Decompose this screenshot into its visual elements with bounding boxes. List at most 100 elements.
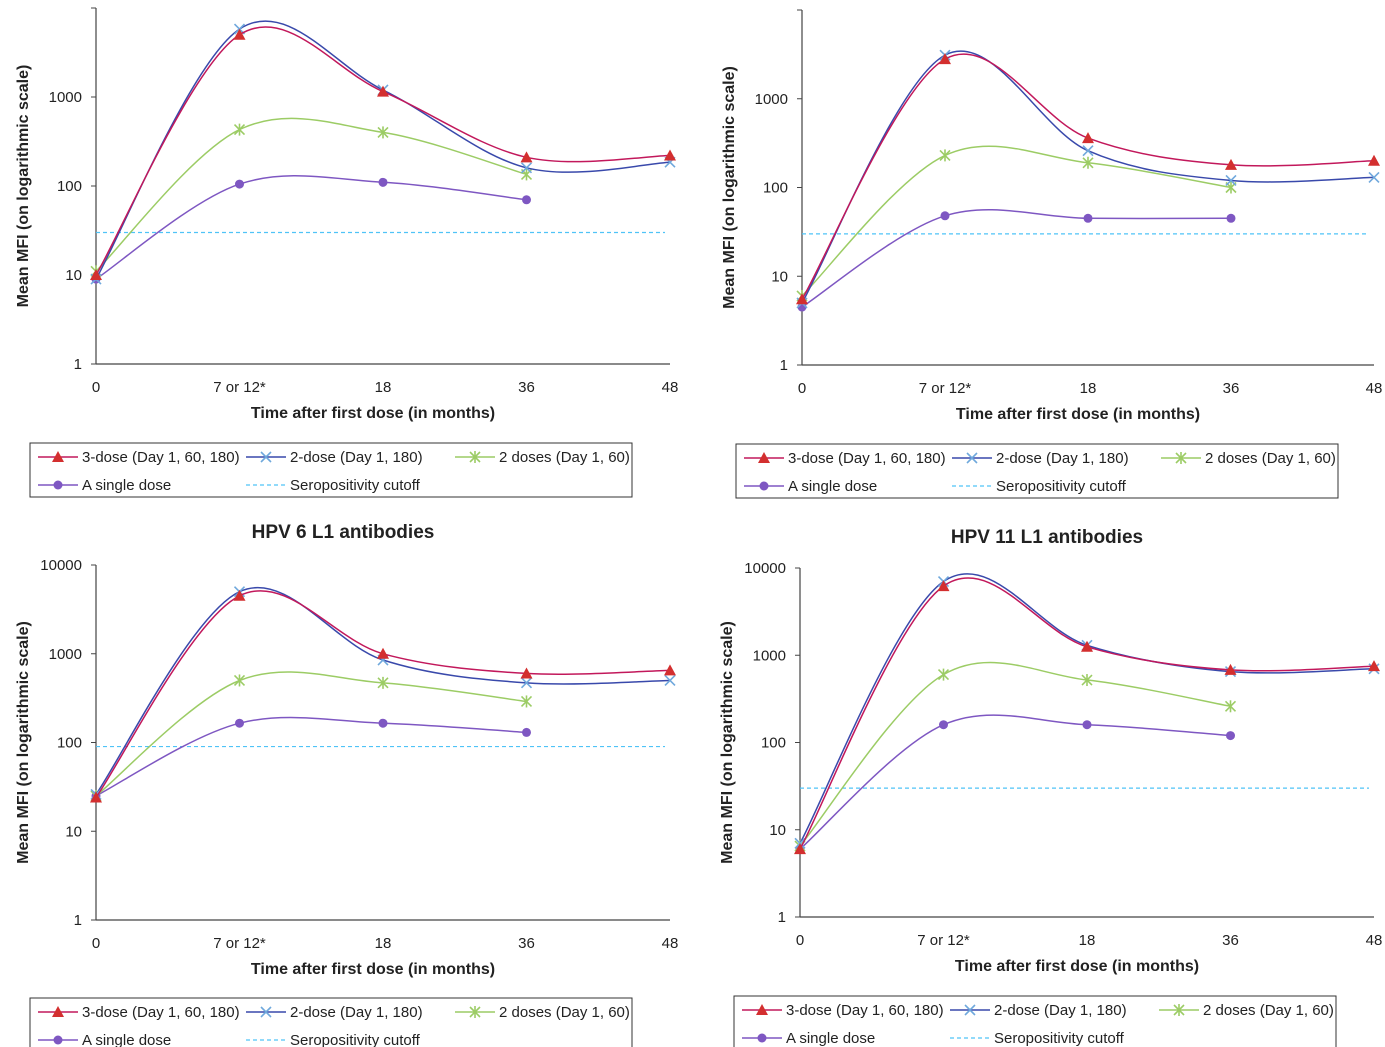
legend-entry-single_dose: A single dose [744,478,877,495]
data-point-single_dose [522,195,531,205]
data-point-three_dose [664,664,676,676]
data-point-two_dose_180 [1082,145,1094,157]
data-point-single_dose [235,718,244,728]
y-axis-title: Mean MFI (on logarithmic scale) [15,65,32,308]
legend-entry-cutoff: Seropositivity cutoff [950,1030,1125,1047]
legend-entry-two_dose_180: 2-dose (Day 1, 180) [952,450,1129,467]
legend-marker [260,1006,272,1018]
legend-entry-two_dose_180: 2-dose (Day 1, 180) [246,1004,423,1021]
series-line-single_dose [95,175,527,280]
legend-marker [1173,1004,1185,1016]
data-point-single_dose [235,179,244,189]
series-line-single_dose [95,716,527,797]
legend-label: Seropositivity cutoff [996,478,1127,495]
data-point-two_dose_180 [520,677,533,689]
legend-label: 2-dose (Day 1, 180) [994,1002,1127,1019]
series-line-two_dose_180 [95,20,671,280]
series-line-single_dose [801,208,1232,308]
legend-label: 3-dose (Day 1, 60, 180) [82,1004,240,1021]
y-axis-title: Mean MFI (on logarithmic scale) [15,621,32,864]
legend-entry-cutoff: Seropositivity cutoff [246,477,421,494]
legend-label: 3-dose (Day 1, 60, 180) [786,1002,944,1019]
legend-label: Seropositivity cutoff [290,1032,421,1047]
data-point-single_dose [940,211,950,221]
chart-panel-3: 1 10 100 1000 10000 0 7 or 12* 18 36 48 Time after… [15,522,678,1047]
x-axis-title: Time after first dose (in months) [956,406,1200,423]
data-point-two_doses_60 [233,123,246,136]
data-point-three_dose [1225,158,1237,170]
x-tick-label: 48 [1366,380,1383,397]
series-line-two_doses_60 [801,145,1232,297]
legend-entry-two_doses_60: 2 doses (Day 1, 60) [1159,1002,1334,1019]
series-line-two_dose_180 [801,50,1375,304]
data-point-two_doses_60 [1082,156,1094,169]
data-point-three_dose [937,580,950,592]
y-axis-title: Mean MFI (on logarithmic scale) [719,621,736,864]
data-point-three_dose [520,151,533,163]
legend-marker [964,1004,976,1016]
legend-entry-single_dose: A single dose [38,477,171,494]
x-tick-label: 18 [375,379,392,396]
y-tick-label: 100 [57,178,82,195]
data-point-two_dose_180 [1225,174,1237,187]
legend-box [29,997,633,1047]
legend-marker [966,452,978,464]
data-point-three_dose [1368,660,1380,672]
data-point-three_dose [377,85,389,97]
legend-marker [52,1006,64,1017]
data-point-single_dose [522,727,531,737]
legend-label: 3-dose (Day 1, 60, 180) [788,450,946,467]
data-point-single_dose [1226,731,1235,741]
legend-label: A single dose [786,1030,875,1047]
x-tick-label: 7 or 12* [919,380,972,397]
chart-title: HPV 11 L1 antibodies [951,527,1143,548]
legend-label: Seropositivity cutoff [994,1030,1125,1047]
y-tick-label: 10000 [40,557,82,574]
legend-label: 3-dose (Day 1, 60, 180) [82,449,240,466]
data-point-two_doses_60 [377,126,389,139]
legend-entry-single_dose: A single dose [38,1032,171,1047]
y-axis-title: Mean MFI (on logarithmic scale) [721,66,738,309]
data-point-three_dose [664,149,676,161]
data-point-two_doses_60 [520,695,533,708]
legend-entry-two_doses_60: 2 doses (Day 1, 60) [455,1004,630,1021]
legend: 3-dose (Day 1, 60, 180) 2-dose (Day 1, 18… [29,442,633,498]
legend: 3-dose (Day 1, 60, 180) 2-dose (Day 1, 18… [29,997,633,1047]
legend-label: 2 doses (Day 1, 60) [499,1004,630,1021]
series-line-two_doses_60 [799,661,1231,847]
data-point-two_dose_180 [1368,171,1380,183]
legend-marker [756,1004,768,1015]
x-tick-label: 36 [518,379,535,396]
legend-marker [1175,452,1187,464]
legend-label: 2-dose (Day 1, 180) [290,449,423,466]
data-point-single_dose [378,718,388,728]
legend-marker [469,1006,481,1018]
x-tick-label: 48 [662,935,679,952]
y-tick-label: 1000 [753,647,786,664]
data-point-two_dose_180 [520,162,533,174]
legend-box [29,442,633,498]
series-line-three_dose [799,577,1375,850]
chart-panel-2: 1 10 100 1000 0 7 or 12* 18 36 48 Time after firs… [721,9,1383,499]
data-point-three_dose [939,53,951,65]
x-tick-label: 0 [92,935,100,952]
data-point-two_doses_60 [377,676,389,689]
data-point-three_dose [1224,663,1237,675]
data-point-single_dose [1082,720,1092,730]
x-tick-label: 18 [375,935,392,952]
y-tick-label: 1000 [49,89,82,106]
legend-marker [469,451,481,463]
x-tick-label: 36 [1223,380,1240,397]
chart-panel-4: 1 10 100 1000 10000 0 7 or 12* 18 36 48 Time after… [719,527,1382,1047]
data-point-single_dose [1083,213,1093,223]
legend-entry-three_dose: 3-dose (Day 1, 60, 180) [38,1004,240,1021]
series-line-three_dose [95,26,671,276]
y-tick-label: 100 [761,735,786,752]
legend-box [735,443,1339,499]
data-point-three_dose [1368,154,1380,166]
data-point-three_dose [90,269,102,280]
x-tick-label: 36 [518,935,535,952]
y-tick-label: 10 [65,823,82,840]
legend-label: 2 doses (Day 1, 60) [1203,1002,1334,1019]
